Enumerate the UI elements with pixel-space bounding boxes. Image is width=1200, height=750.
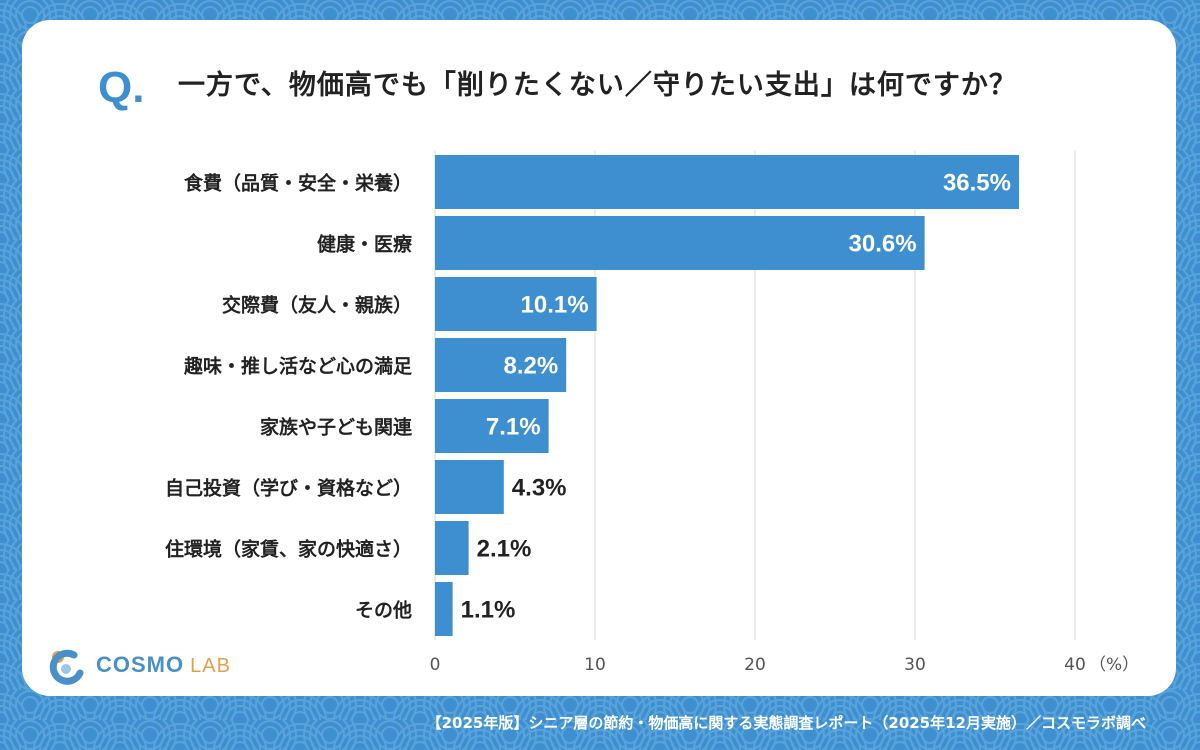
chart-card — [22, 20, 1176, 696]
question-mark: Q. — [98, 63, 145, 112]
page-title: 一方で、物価高でも「削りたくない／守りたい支出」は何ですか？ — [178, 70, 1017, 101]
x-tick-label: 40 — [1064, 655, 1086, 675]
category-label: 趣味・推し活など心の満足 — [183, 355, 413, 378]
value-label: 4.3% — [512, 474, 567, 501]
bar — [435, 521, 469, 575]
bar — [435, 460, 504, 514]
value-label: 8.2% — [503, 352, 558, 379]
logo-text: COSMO LAB — [96, 652, 231, 677]
value-label: 36.5% — [943, 169, 1011, 196]
value-label: 2.1% — [477, 535, 532, 562]
x-tick-label: 0 — [430, 655, 441, 675]
category-label: その他 — [355, 599, 412, 622]
cosmo-lab-logo: COSMO LAB — [44, 645, 231, 685]
bar — [435, 338, 567, 392]
category-label: 交際費（友人・親族） — [222, 294, 412, 317]
x-tick-label: 10 — [584, 655, 606, 675]
bar — [435, 277, 597, 331]
value-label: 30.6% — [849, 230, 917, 257]
x-tick-label: 30 — [904, 655, 926, 675]
bar — [435, 399, 549, 453]
bar — [435, 216, 925, 270]
x-unit-label: （%） — [1089, 655, 1139, 675]
bar — [435, 582, 453, 636]
logo-icon — [49, 649, 84, 685]
category-label: 自己投資（学び・資格など） — [165, 477, 412, 500]
source-footer: 【2025年版】シニア層の節約・物価高に関する実態調査レポート（2025年12月… — [426, 714, 1146, 732]
value-label: 10.1% — [521, 291, 589, 318]
x-tick-label: 20 — [744, 655, 766, 675]
category-label: 食費（品質・安全・栄養） — [184, 172, 412, 195]
category-label: 住環境（家賃、家の快適さ） — [165, 538, 412, 561]
category-label: 家族や子ども関連 — [260, 416, 413, 439]
category-label: 健康・医療 — [317, 233, 413, 256]
bar — [435, 155, 1019, 209]
value-label: 1.1% — [461, 596, 516, 623]
value-label: 7.1% — [486, 413, 541, 440]
